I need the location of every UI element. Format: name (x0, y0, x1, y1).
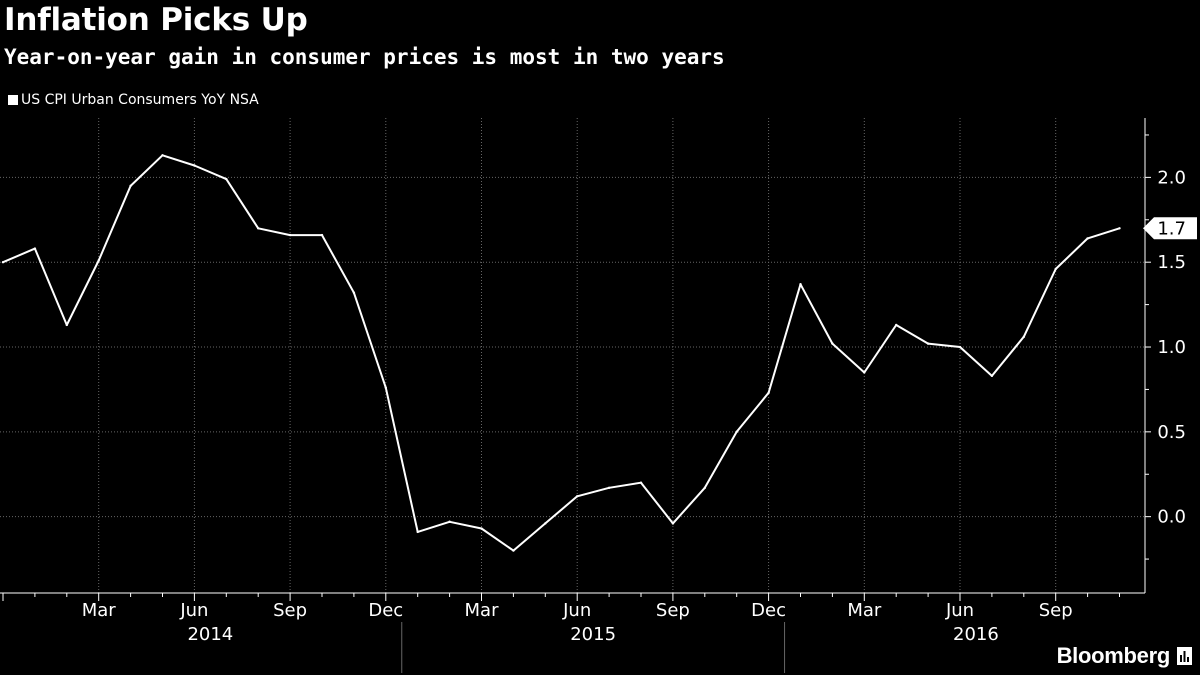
data-point (831, 342, 834, 345)
y-tick-label: 2.0 (1157, 167, 1186, 188)
data-point (288, 233, 292, 237)
x-month-label: Dec (751, 600, 786, 621)
data-point (225, 177, 228, 181)
legend: US CPI Urban Consumers YoY NSA (8, 92, 259, 108)
data-point (863, 371, 866, 374)
last-value-label: 1.7 (1157, 218, 1186, 239)
data-point (416, 530, 419, 534)
data-point (97, 259, 100, 262)
x-month-label: Jun (179, 600, 208, 621)
data-point (735, 430, 738, 434)
data-point (1054, 267, 1057, 271)
data-point (352, 291, 356, 294)
legend-label: US CPI Urban Consumers YoY NSA (21, 92, 259, 108)
data-point (65, 323, 69, 327)
x-month-label: Sep (273, 600, 307, 621)
data-point (958, 345, 962, 349)
data-point (703, 486, 706, 490)
data-point (257, 227, 260, 230)
x-month-label: Dec (368, 600, 403, 621)
x-month-label: Sep (656, 600, 690, 621)
data-point (161, 154, 164, 157)
data-point (544, 522, 547, 525)
x-year-label: 2014 (187, 624, 233, 645)
x-month-label: Jun (945, 600, 974, 621)
x-month-label: Jun (562, 600, 591, 621)
data-point (639, 481, 643, 484)
data-point (576, 495, 579, 498)
data-point (990, 374, 994, 378)
data-point (1022, 335, 1025, 339)
x-month-label: Mar (847, 600, 882, 621)
data-point (448, 520, 451, 523)
data-point (193, 164, 196, 167)
data-point (33, 247, 37, 250)
data-point (320, 233, 324, 237)
bloomberg-logo: Bloomberg (1057, 643, 1192, 669)
data-point (480, 527, 483, 530)
y-tick-label: 0.5 (1157, 422, 1186, 443)
last-value-callout (1143, 217, 1197, 240)
x-month-label: Mar (82, 600, 117, 621)
data-point (1118, 227, 1121, 230)
data-point (384, 386, 387, 389)
y-tick-label: 0.0 (1157, 507, 1186, 528)
x-month-label: Mar (465, 600, 500, 621)
chart-subtitle: Year-on-year gain in consumer prices is … (4, 45, 725, 69)
y-tick-label: 1.5 (1157, 252, 1186, 273)
data-point (1086, 237, 1089, 240)
data-point (129, 184, 132, 188)
data-point (799, 283, 802, 286)
labels: 0.0 0.5 1.0 1.5 2.0 Mar Jun Sep Dec Mar Jun Sep Dec M… (82, 167, 1197, 645)
axes (0, 118, 1151, 673)
x-month-label: Sep (1039, 600, 1073, 621)
y-tick-label: 1.0 (1157, 337, 1186, 358)
data-point (895, 323, 898, 327)
data-point (607, 486, 611, 490)
x-year-label: 2016 (953, 624, 999, 645)
data-point (512, 549, 515, 552)
gridlines (0, 118, 1145, 593)
bloomberg-terminal-icon (1177, 647, 1192, 665)
data-point (671, 522, 675, 525)
legend-swatch (8, 95, 18, 105)
series-line-cpi (2, 154, 1120, 552)
chart-title: Inflation Picks Up (4, 2, 308, 38)
data-point (1, 260, 5, 264)
data-point (926, 342, 930, 345)
logo-text: Bloomberg (1056, 643, 1171, 668)
data-point (767, 391, 770, 395)
x-year-label: 2015 (570, 624, 616, 645)
series-layer (1, 154, 1121, 552)
